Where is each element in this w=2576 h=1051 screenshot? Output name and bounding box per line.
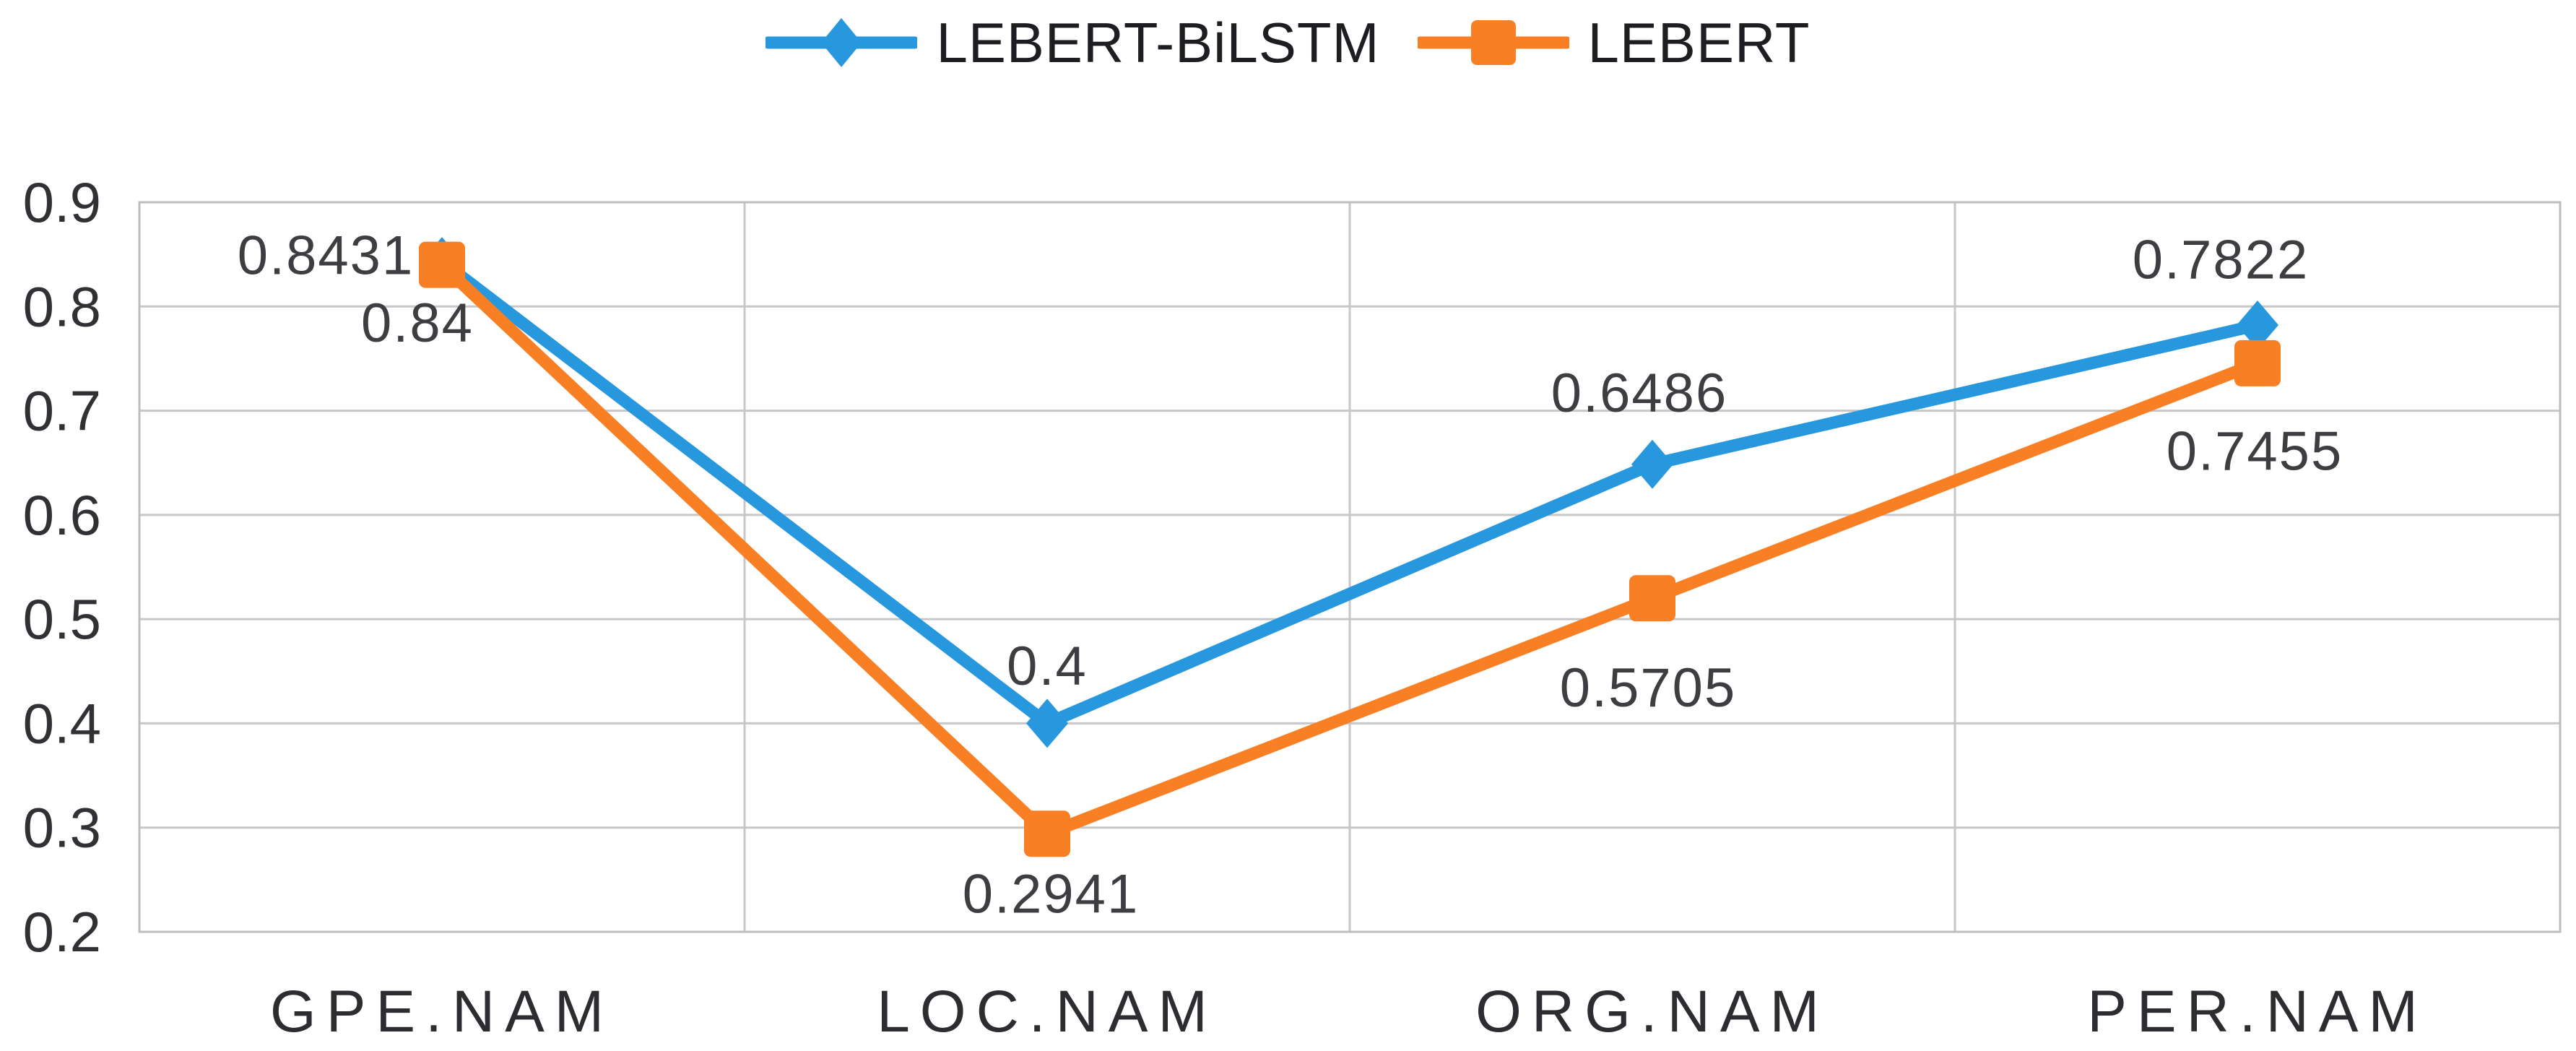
data-label: 0.4 bbox=[1007, 636, 1088, 697]
y-tick-label: 0.3 bbox=[23, 796, 101, 860]
data-label: 0.5705 bbox=[1560, 657, 1736, 719]
marker-diamond bbox=[2237, 300, 2278, 350]
y-tick-label: 0.6 bbox=[23, 483, 101, 547]
x-tick-label: GPE.NAM bbox=[270, 979, 614, 1044]
series-data-labels-lebert: 0.84 0.2941 0.5705 0.7455 bbox=[361, 293, 2343, 925]
data-label: 0.7822 bbox=[2133, 229, 2309, 290]
data-label: 0.84 bbox=[361, 293, 474, 354]
x-tick-label: ORG.NAM bbox=[1475, 979, 1829, 1044]
marker-square bbox=[1024, 810, 1070, 857]
y-tick-label: 0.9 bbox=[23, 170, 101, 234]
series-line-lebert bbox=[435, 259, 2264, 840]
y-tick-label: 0.2 bbox=[23, 900, 101, 964]
series-line-lebert-bilstm bbox=[435, 255, 2264, 730]
data-label: 0.6486 bbox=[1551, 363, 1727, 424]
y-tick-label: 0.5 bbox=[23, 587, 101, 651]
data-label: 0.7455 bbox=[2167, 420, 2343, 482]
marker-square bbox=[1629, 575, 1675, 622]
data-label: 0.2941 bbox=[963, 864, 1139, 925]
marker-diamond bbox=[1631, 439, 1673, 489]
x-tick-label: LOC.NAM bbox=[877, 979, 1218, 1044]
y-tick-label: 0.7 bbox=[23, 379, 101, 443]
marker-diamond bbox=[1026, 698, 1068, 748]
marker-square bbox=[419, 241, 465, 288]
series-data-labels-lebert-bilstm: 0.8431 0.4 0.6486 0.7822 bbox=[238, 225, 2309, 697]
series-markers-lebert bbox=[419, 241, 2281, 857]
y-tick-label: 0.4 bbox=[23, 691, 101, 755]
x-tick-label: PER.NAM bbox=[2087, 979, 2428, 1044]
gridlines bbox=[139, 202, 2560, 932]
marker-square bbox=[2234, 339, 2281, 386]
plot-border bbox=[138, 201, 2562, 933]
data-label: 0.8431 bbox=[238, 225, 414, 287]
y-tick-label: 0.8 bbox=[23, 274, 101, 338]
